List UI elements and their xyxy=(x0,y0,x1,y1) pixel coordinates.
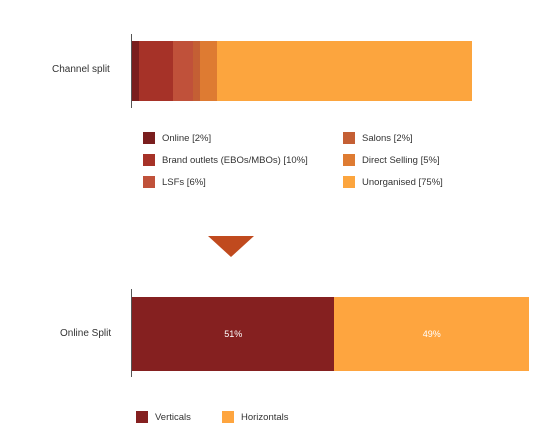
legend-swatch xyxy=(343,154,355,166)
bar-segment-lsfs xyxy=(172,41,194,101)
legend-swatch xyxy=(343,176,355,188)
legend-label: Horizontals xyxy=(241,411,289,423)
legend-item-direct-selling: Direct Selling [5%] xyxy=(343,154,440,166)
bar-segment-horizontals: 49% xyxy=(334,297,529,371)
bar-segment-salons xyxy=(193,41,200,101)
legend-swatch xyxy=(143,132,155,144)
legend-item-verticals: Verticals xyxy=(136,411,191,423)
legend-swatch xyxy=(222,411,234,423)
legend-swatch xyxy=(343,132,355,144)
legend-swatch xyxy=(143,154,155,166)
legend-label: Salons [2%] xyxy=(362,132,413,144)
bar-segment-online xyxy=(132,41,139,101)
down-arrow-icon xyxy=(208,236,254,257)
legend-swatch xyxy=(143,176,155,188)
legend-swatch xyxy=(136,411,148,423)
online-split-label: Online Split xyxy=(60,328,112,339)
legend-item-unorganised: Unorganised [75%] xyxy=(343,176,443,188)
legend-item-horizontals: Horizontals xyxy=(222,411,289,423)
bar-segment-brand-outlets-ebos-mbos xyxy=(138,41,173,101)
data-label-horizontals: 49% xyxy=(422,329,441,339)
bar-segment-direct-selling xyxy=(199,41,217,101)
legend-item-lsfs: LSFs [6%] xyxy=(143,176,206,188)
legend-label: Brand outlets (EBOs/MBOs) [10%] xyxy=(162,154,308,166)
online-split-bar: 51% 49% xyxy=(132,297,529,371)
legend-label: Verticals xyxy=(155,411,191,423)
bar-segment-verticals: 51% xyxy=(132,297,335,371)
data-label-verticals: 51% xyxy=(224,329,243,339)
legend-label: LSFs [6%] xyxy=(162,176,206,188)
channel-split-bar xyxy=(132,41,472,101)
legend-label: Online [2%] xyxy=(162,132,212,144)
legend-item-online: Online [2%] xyxy=(143,132,211,144)
legend-item-salons: Salons [2%] xyxy=(343,132,413,144)
channel-split-axis xyxy=(131,34,132,108)
bar-segment-unorganised xyxy=(216,41,472,101)
legend-label: Unorganised [75%] xyxy=(362,176,443,188)
legend-label: Direct Selling [5%] xyxy=(362,154,440,166)
channel-split-label: Channel split xyxy=(52,64,110,75)
legend-item-brand-outlets-ebos-mbos: Brand outlets (EBOs/MBOs) [10%] xyxy=(143,154,308,166)
online-split-axis xyxy=(131,289,132,377)
